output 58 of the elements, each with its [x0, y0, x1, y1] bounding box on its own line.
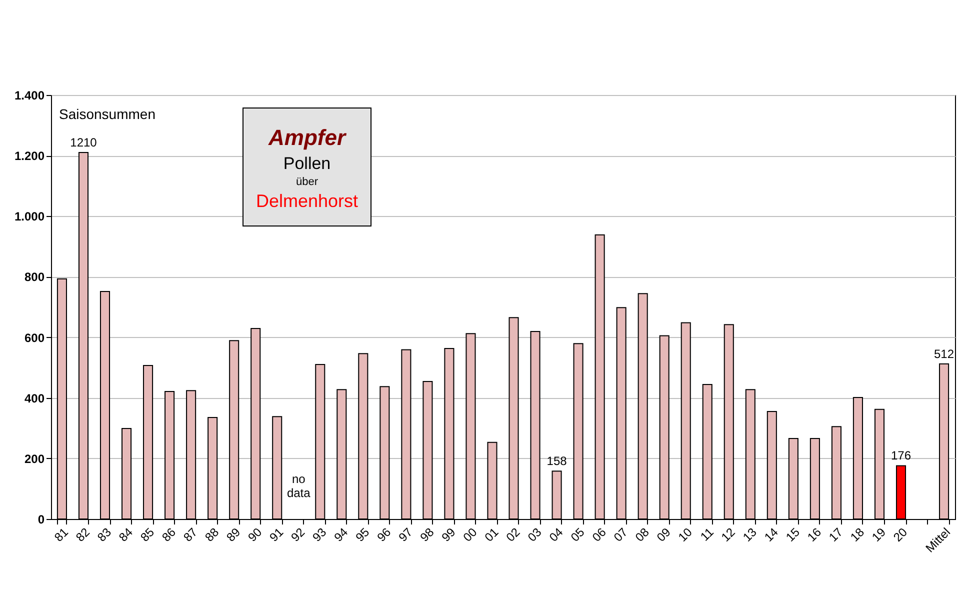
x-tick-label: 87	[180, 524, 200, 544]
data-label: 512	[934, 346, 954, 361]
y-tick-label: 800	[24, 270, 45, 284]
x-tick-label: 09	[654, 524, 674, 544]
y-tick-label: 0	[38, 512, 45, 526]
x-tick-label: 00	[460, 524, 480, 544]
x-tick-label: 85	[138, 524, 158, 544]
x-tick-label: 12	[718, 524, 738, 544]
x-tick-label: 93	[310, 524, 330, 544]
y-tick-label: 1.400	[14, 88, 45, 102]
x-tick-label: 16	[804, 524, 824, 544]
y-tick-label: 1.200	[14, 149, 45, 164]
x-tick-label: 89	[224, 524, 244, 544]
data-label: 176	[890, 448, 912, 463]
x-tick-label: 18	[848, 524, 868, 544]
x-tick-label: 81	[52, 524, 72, 544]
text: Ampfer	[267, 125, 347, 150]
x-tick-label: 94	[331, 524, 351, 544]
x-tick-label: 84	[116, 524, 136, 544]
annotation: Delmenhorst	[256, 191, 358, 211]
x-tick-label: 07	[610, 524, 631, 544]
x-tick-label: 08	[632, 524, 652, 544]
x-tick-label: 90	[245, 524, 265, 544]
x-tick-label: 86	[159, 524, 179, 544]
annotation: Pollen	[283, 154, 331, 173]
x-tick-label: 92	[288, 524, 308, 544]
x-tick-label: 96	[374, 524, 394, 544]
x-tick-label: 11	[698, 524, 717, 544]
x-tick-label: 05	[568, 524, 588, 544]
y-tick-label: 400	[24, 391, 45, 406]
x-tick-label: 06	[589, 524, 610, 544]
x-tick-label: 97	[396, 524, 416, 544]
x-tick-label: 99	[438, 524, 458, 544]
data-label: 1210	[70, 136, 98, 150]
x-tick-label: 15	[783, 524, 803, 544]
x-tick-label: 04	[546, 524, 566, 544]
x-tick-label: 02	[503, 524, 523, 544]
y-tick-label: 600	[24, 330, 45, 345]
x-tick-label: 19	[869, 524, 889, 544]
x-tick-label: 88	[202, 524, 222, 544]
x-tick-label: 14	[762, 524, 782, 544]
x-tick-label: 01	[482, 524, 502, 544]
x-tick-label: 91	[266, 524, 286, 544]
x-tick-label: 03	[524, 524, 544, 544]
annotation: über	[296, 176, 318, 188]
x-tick-label: 13	[740, 524, 760, 544]
annotation: no data	[286, 472, 311, 500]
x-tick-label: 83	[94, 524, 114, 544]
x-tick-label: 17	[826, 524, 846, 544]
data-label: 158	[546, 454, 568, 468]
x-tick-label: 98	[417, 524, 437, 544]
x-tick-label: 95	[352, 524, 372, 544]
x-tick-label: 10	[676, 524, 696, 544]
x-tick-label: 82	[73, 524, 93, 544]
y-tick-label: 200	[24, 452, 45, 466]
annotation: Saisonsummen	[59, 106, 156, 122]
x-tick-label: 20	[890, 524, 910, 544]
y-tick-label: 1.000	[14, 210, 45, 224]
